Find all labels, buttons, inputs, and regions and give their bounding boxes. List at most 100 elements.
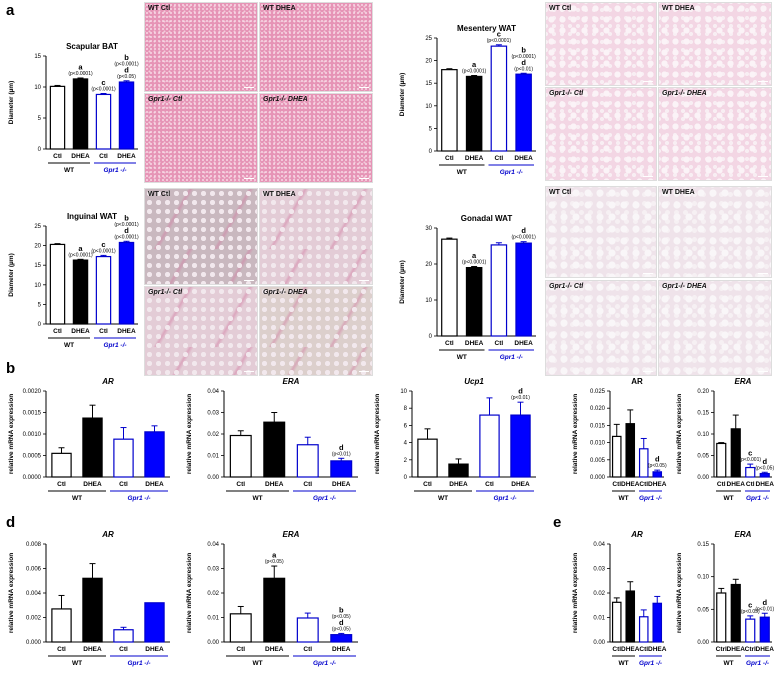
- x-tick-label: Ctl: [485, 481, 494, 488]
- y-tick-label: 15: [425, 81, 432, 87]
- y-tick-label: 0.10: [697, 575, 709, 581]
- x-tick-label: DHEA: [648, 646, 667, 653]
- y-tick-label: 0.0020: [23, 389, 42, 395]
- y-tick-label: 0.02: [593, 591, 605, 597]
- x-tick-label: Ctl: [57, 481, 66, 488]
- group-label: WT: [457, 354, 467, 361]
- group-label: Gpr1 -/-: [127, 495, 150, 502]
- bar: [95, 255, 112, 325]
- y-tick-label: 0.02: [207, 432, 219, 438]
- significance-label: c: [101, 240, 105, 249]
- x-tick-label: Ctl: [57, 646, 66, 653]
- x-tick-label: DHEA: [117, 328, 136, 335]
- group-label: WT: [72, 660, 82, 667]
- significance-label: (p<0.05): [332, 614, 351, 620]
- bar: [759, 472, 770, 478]
- y-axis-label: Diameter (µm): [8, 81, 15, 124]
- significance-label: d: [124, 226, 129, 235]
- y-tick-label: 0.010: [590, 441, 606, 447]
- histology-ing-wt-ctl: WT Ctl: [144, 188, 258, 285]
- x-tick-label: Ctrl: [716, 646, 727, 653]
- bar: [441, 238, 458, 337]
- chart-title: AR: [101, 377, 114, 386]
- histology-caption: WT Ctl: [549, 189, 572, 196]
- bar: [465, 75, 483, 152]
- group-label: WT: [252, 660, 262, 667]
- x-tick-label: Ctl: [119, 481, 128, 488]
- panel-label-e: e: [553, 514, 562, 531]
- histology-caption: Gpr1-/- DHEA: [662, 283, 707, 290]
- bar: [330, 460, 353, 478]
- significance-label: (p<0.01): [755, 606, 774, 612]
- bar: [652, 471, 663, 478]
- chart-c-era: ERA 0.00 0.05 0.10 0.15 0.20 relative mRNA exp…: [672, 375, 776, 513]
- x-tick-label: DHEA: [117, 153, 136, 160]
- group-label: Gpr1 -/-: [639, 495, 662, 502]
- significance-label: (p<0.01): [332, 451, 351, 457]
- bar: [625, 590, 636, 643]
- histology-caption: Gpr1-/- Ctl: [148, 289, 183, 296]
- y-tick-label: 0.15: [697, 542, 709, 548]
- chart-b-era: ERA 0.00 0.01 0.02 0.03 0.04 relative mRNA exp…: [182, 375, 362, 513]
- significance-label: (p<0.0001): [487, 38, 512, 44]
- bar: [716, 442, 727, 478]
- bar: [490, 244, 508, 337]
- x-tick-label: DHEA: [83, 646, 102, 653]
- panel-label-a: a: [6, 2, 15, 19]
- histology-caption: WT DHEA: [662, 189, 695, 196]
- x-tick-label: DHEA: [621, 481, 640, 488]
- group-label: WT: [64, 167, 74, 174]
- bar: [72, 78, 89, 150]
- significance-label: (p<0.0001): [462, 260, 487, 266]
- chart-e-era: ERA 0.00 0.05 0.10 0.15 relative mRNA express…: [672, 528, 776, 678]
- histology-ing-ko-dhea: Gpr1-/- DHEA: [259, 286, 373, 376]
- chart-title: ERA: [735, 377, 752, 386]
- x-tick-label: DHEA: [265, 646, 284, 653]
- x-tick-label: Ctl: [495, 340, 504, 347]
- y-tick-label: 0: [429, 334, 433, 340]
- chart-c-ar: AR 0.000 0.005 0.010 0.015 0.020 0.025 relative…: [568, 375, 668, 513]
- x-tick-label: Ctl: [99, 328, 108, 335]
- y-axis-label: relative mRNA expression: [8, 394, 15, 474]
- histology-mes-ko-dhea: Gpr1-/- DHEA: [658, 87, 772, 181]
- y-tick-label: 0.020: [590, 406, 606, 412]
- chart-title: Mesentery WAT: [457, 24, 516, 33]
- y-tick-label: 0: [404, 475, 408, 481]
- histology-caption: Gpr1-/- DHEA: [263, 96, 308, 103]
- chart-d-era: ERA 0.00 0.01 0.02 0.03 0.04 relative mRNA exp…: [182, 528, 362, 678]
- significance-label: c: [497, 29, 501, 38]
- bar: [296, 617, 319, 643]
- chart-b-ar: AR 0.0000 0.0005 0.0010 0.0015 0.0020 relative…: [4, 375, 174, 513]
- x-tick-label: DHEA: [648, 481, 667, 488]
- bar: [82, 417, 103, 478]
- bar: [638, 616, 649, 643]
- y-tick-label: 6: [404, 423, 408, 429]
- x-tick-label: DHEA: [145, 646, 164, 653]
- y-tick-label: 0.04: [207, 389, 219, 395]
- chart-svg: Ucp1 0 2 4 6 8 10 relative mRNA expression Ctl DH…: [374, 377, 536, 502]
- y-axis-label: Diameter (µm): [399, 260, 406, 303]
- y-tick-label: 0.03: [593, 567, 605, 573]
- significance-label: (p<0.0001): [114, 61, 139, 67]
- x-tick-label: Ctl: [236, 481, 245, 488]
- significance-label: c: [748, 449, 752, 458]
- y-tick-label: 0.04: [593, 542, 605, 548]
- y-tick-label: 10: [425, 104, 432, 110]
- chart-svg: AR 0.000 0.005 0.010 0.015 0.020 0.025 relative…: [572, 377, 667, 502]
- bar: [330, 634, 353, 643]
- group-label: WT: [723, 660, 733, 667]
- significance-label: (p<0.0001): [114, 234, 139, 240]
- group-label: Gpr1 -/-: [127, 660, 150, 667]
- chart-inguinal-wat: Inguinal WAT 0 5 10 15 20 25 Diameter (µm) Ctl (p…: [4, 210, 142, 360]
- significance-label: (p<0.0001): [511, 54, 536, 60]
- bar: [144, 602, 165, 643]
- chart-scapular-bat: Scapular BAT 0 5 10 15 Diameter (µm) Ctl (p<0.0…: [4, 40, 142, 185]
- group-label: Gpr1 -/-: [493, 495, 516, 502]
- significance-label: d: [521, 226, 526, 235]
- bar: [490, 45, 508, 152]
- chart-svg: ERA 0.00 0.05 0.10 0.15 relative mRNA express…: [676, 530, 774, 667]
- significance-label: (p<0.0001): [68, 252, 93, 258]
- bar: [144, 431, 165, 478]
- x-tick-label: Ctl: [445, 340, 454, 347]
- significance-label: (p<0.05): [755, 465, 774, 471]
